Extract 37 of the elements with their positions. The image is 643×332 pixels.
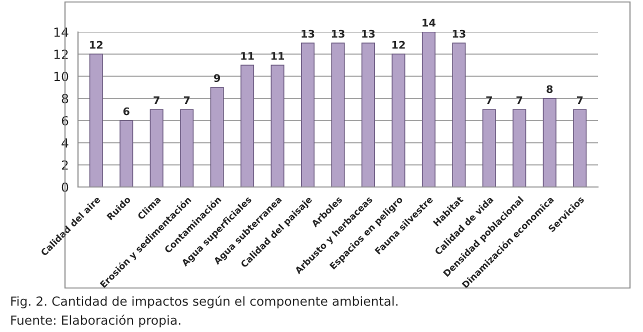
- bar: [482, 109, 496, 187]
- bar: [512, 109, 526, 187]
- data-label: 6: [123, 107, 130, 116]
- bar: [422, 32, 436, 187]
- source-note: Fuente: Elaboración propia.: [11, 314, 180, 328]
- bar: [452, 42, 466, 187]
- data-label: 7: [576, 96, 583, 104]
- data-label: 7: [154, 96, 160, 104]
- bar: [331, 42, 345, 187]
- data-label: 12: [392, 40, 405, 49]
- data-label: 13: [302, 30, 314, 38]
- data-label: 12: [90, 40, 102, 49]
- data-label: 13: [452, 30, 466, 38]
- bar: [180, 109, 194, 187]
- caption: Fig. 2. Cantidad de impactos según el componente ambiental.: [11, 296, 398, 308]
- bar: [542, 98, 556, 187]
- bar: [573, 109, 587, 187]
- y-tick-label: 10: [54, 72, 68, 82]
- data-label: 11: [241, 52, 254, 60]
- data-label: 11: [271, 52, 284, 60]
- data-label: 9: [214, 74, 220, 82]
- data-label: 14: [422, 18, 436, 27]
- data-label: 7: [516, 96, 522, 104]
- bar: [240, 64, 254, 187]
- data-label: 13: [332, 30, 344, 38]
- bar: [392, 54, 406, 187]
- bar: [210, 86, 224, 187]
- bar: [120, 120, 134, 187]
- data-label: 8: [546, 85, 553, 94]
- bar: [270, 64, 284, 187]
- data-label: 7: [184, 96, 190, 104]
- bar: [361, 42, 375, 187]
- bar: [301, 42, 315, 187]
- bar: [150, 109, 164, 187]
- data-label: 13: [362, 30, 375, 38]
- bar: [89, 54, 103, 187]
- data-label: 7: [486, 96, 492, 104]
